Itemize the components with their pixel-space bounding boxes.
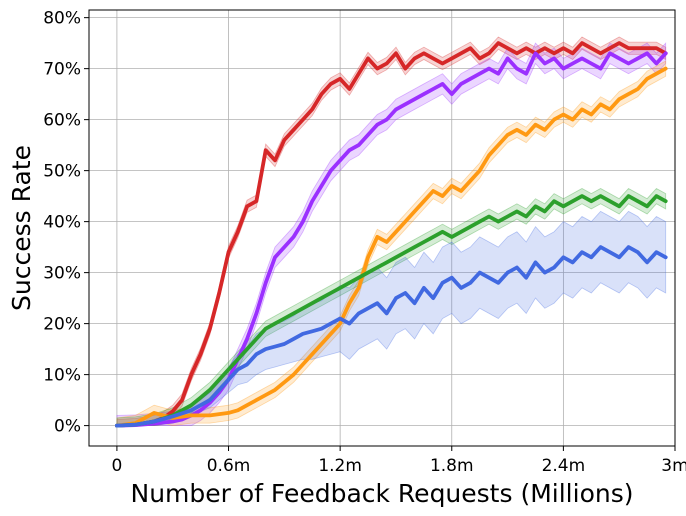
- series-2-line: [115, 51, 668, 428]
- x-tick-label: 3m: [661, 456, 686, 476]
- series-1-band: [116, 36, 667, 426]
- axis-ticks: 0 0.6m 1.2m 1.8m 2.4m 3m 0% 10% 20% 30% 40% 50% 60% 7…: [43, 9, 686, 476]
- y-tick-label: 10%: [43, 366, 81, 386]
- x-axis-label: Number of Feedback Requests (Millions): [131, 479, 634, 508]
- series-lines: [115, 41, 668, 428]
- y-tick-label: 50%: [43, 162, 81, 182]
- y-axis-label: Success Rate: [7, 145, 36, 311]
- series-4-line: [115, 194, 668, 428]
- y-tick-label: 40%: [43, 213, 81, 233]
- y-tick-label: 20%: [43, 315, 81, 335]
- series-2-band: [116, 42, 667, 426]
- series-1-line: [115, 41, 668, 428]
- x-tick-label: 1.8m: [430, 456, 474, 476]
- x-tick-label: 2.4m: [542, 456, 586, 476]
- series-4-band: [116, 187, 667, 426]
- y-tick-label: 0%: [54, 417, 81, 437]
- series-3-line: [115, 66, 668, 428]
- y-tick-label: 60%: [43, 111, 81, 131]
- x-tick-label: 1.2m: [318, 456, 362, 476]
- y-tick-label: 70%: [43, 60, 81, 80]
- y-tick-label: 30%: [43, 264, 81, 284]
- plot-frame: [88, 9, 676, 447]
- series-3-band: [116, 60, 667, 427]
- confidence-bands: [116, 36, 667, 427]
- series-5-line: [115, 245, 668, 428]
- x-tick-label: 0.6m: [207, 456, 251, 476]
- y-tick-label: 80%: [43, 9, 81, 29]
- x-tick-label: 0: [111, 456, 122, 476]
